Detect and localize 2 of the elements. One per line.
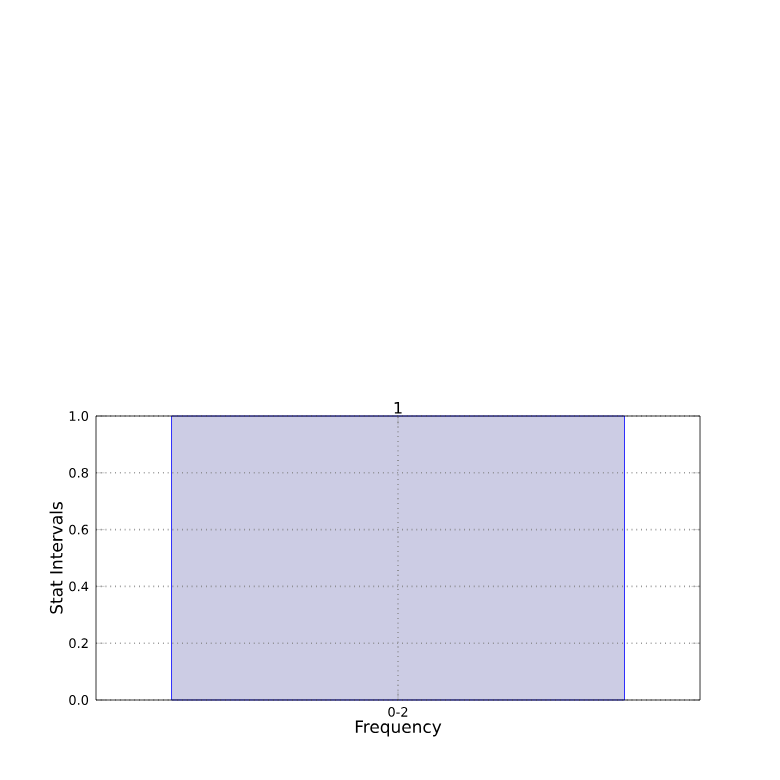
x-axis-title: Frequency bbox=[355, 720, 442, 737]
y-axis-title: Stat Intervals bbox=[49, 502, 63, 614]
